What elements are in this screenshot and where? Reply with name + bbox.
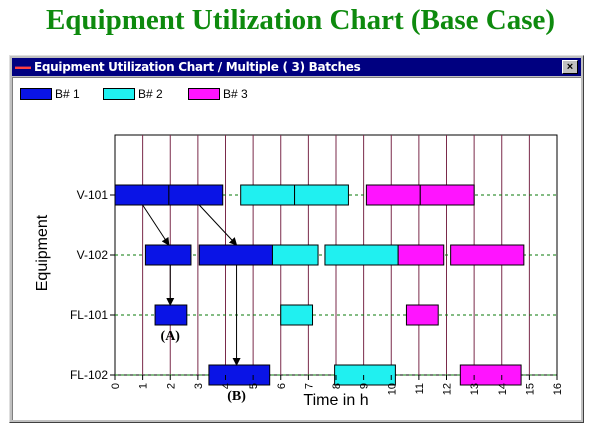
x-tick-label: 7 <box>303 383 315 389</box>
close-button[interactable]: × <box>562 60 578 74</box>
transfer-arrow <box>198 204 238 246</box>
legend-label-batch-1: B# 1 <box>55 87 80 101</box>
x-tick-label: 2 <box>165 383 177 389</box>
y-tick-label: FL-102 <box>70 368 108 382</box>
window-title: Equipment Utilization Chart / Multiple (… <box>34 60 361 74</box>
x-tick-label: 13 <box>469 383 481 395</box>
x-tick-label: 6 <box>276 383 288 389</box>
x-tick-label: 10 <box>386 383 398 395</box>
x-axis-title: Time in h <box>303 392 368 409</box>
gantt-bar[interactable] <box>114 184 170 206</box>
transfer-arrow <box>142 204 170 246</box>
x-tick-label: 3 <box>193 383 205 389</box>
x-tick-label: 14 <box>497 383 509 395</box>
gantt-bar[interactable] <box>419 184 475 206</box>
x-tick-label: 15 <box>524 383 536 395</box>
gantt-bar[interactable] <box>405 304 439 326</box>
legend-swatch-batch-1 <box>20 88 52 100</box>
legend-label-batch-2: B# 2 <box>138 87 163 101</box>
x-tick-label: 11 <box>414 383 426 394</box>
y-tick-label: V-101 <box>77 188 109 202</box>
chart-client-area: B# 1 B# 2 B# 3 0 1 2 3 4 5 6 7 8 9 10 11 12 13 14 15 16 … <box>12 77 581 420</box>
annotation-label: (B) <box>227 389 246 404</box>
gantt-bar[interactable] <box>208 364 271 386</box>
gantt-bar[interactable] <box>168 184 224 206</box>
page-title: Equipment Utilization Chart (Base Case) <box>45 4 556 36</box>
gantt-bar[interactable] <box>280 304 314 326</box>
chart-window[interactable]: ▬▬ Equipment Utilization Chart / Multipl… <box>9 55 584 423</box>
gantt-bar[interactable] <box>294 184 349 206</box>
x-tick-label: 12 <box>442 383 454 395</box>
x-tick-label: 8 <box>331 383 343 389</box>
gantt-bar[interactable] <box>154 304 188 326</box>
legend-label-batch-3: B# 3 <box>223 87 248 101</box>
legend-swatch-batch-3 <box>188 88 220 100</box>
legend-item-batch-3: B# 3 <box>188 88 248 100</box>
x-tick-label: 9 <box>359 383 371 389</box>
y-tick-label: V-102 <box>77 248 109 262</box>
window-titlebar[interactable]: ▬▬ Equipment Utilization Chart / Multipl… <box>12 58 581 76</box>
y-axis-title: Equipment <box>34 214 51 291</box>
y-tick-label: FL-101 <box>70 308 108 322</box>
gantt-bar[interactable] <box>365 184 421 206</box>
gantt-bar[interactable] <box>144 244 192 266</box>
gantt-bar[interactable] <box>240 184 296 206</box>
app-icon[interactable]: ▬▬ <box>15 62 31 71</box>
gantt-bar[interactable] <box>271 244 319 266</box>
legend-item-batch-2: B# 2 <box>103 88 163 100</box>
legend-swatch-batch-2 <box>103 88 135 100</box>
gantt-bar[interactable] <box>397 244 445 266</box>
x-tick-label: 16 <box>552 383 564 395</box>
gantt-bar[interactable] <box>198 244 273 266</box>
x-tick-label: 0 <box>110 383 122 389</box>
gantt-bar[interactable] <box>334 364 396 386</box>
x-tick-label: 5 <box>248 383 260 389</box>
gantt-bar[interactable] <box>459 364 522 386</box>
x-tick-label: 1 <box>138 383 150 389</box>
gantt-bar[interactable] <box>324 244 399 266</box>
gantt-chart: 0 1 2 3 4 5 6 7 8 9 10 11 12 13 14 15 16 V-101V-102FL-10… <box>34 134 564 409</box>
gantt-bar[interactable] <box>450 244 525 266</box>
x-tick-label: 4 <box>221 383 233 389</box>
annotation-label: (A) <box>161 329 181 344</box>
legend-item-batch-1: B# 1 <box>20 88 80 100</box>
